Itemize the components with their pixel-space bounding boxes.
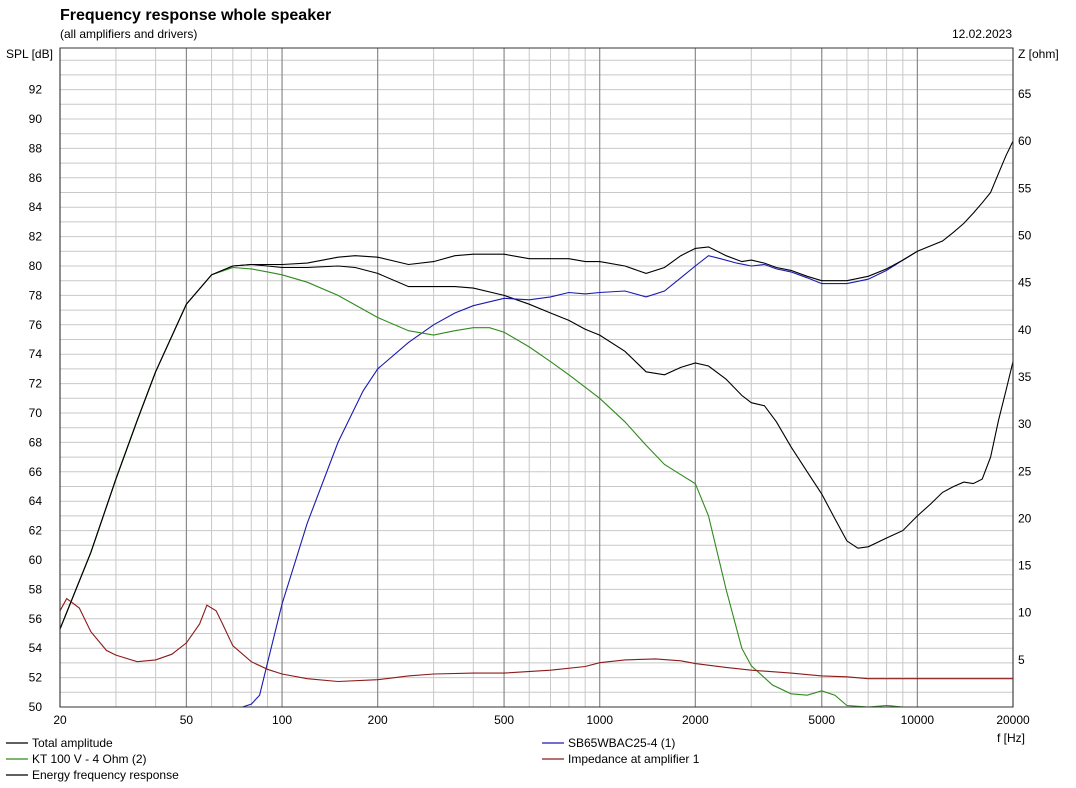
y-tick-label: 54: [29, 641, 43, 655]
y-tick-label: 52: [29, 671, 43, 685]
y2-tick-label: 10: [1018, 606, 1032, 620]
legend-label: Impedance at amplifier 1: [568, 752, 700, 766]
y-tick-label: 74: [29, 347, 43, 361]
x-tick-label: 10000: [901, 713, 935, 727]
y2-tick-label: 45: [1018, 276, 1032, 290]
plot-area-border: [59, 47, 1014, 708]
y-tick-label: 78: [29, 288, 43, 302]
y-tick-label: 72: [29, 377, 43, 391]
y-tick-label: 76: [29, 318, 43, 332]
chart-date: 12.02.2023: [952, 27, 1012, 41]
x-axis-label: f [Hz]: [997, 731, 1025, 745]
y2-tick-label: 50: [1018, 229, 1032, 243]
y-tick-label: 68: [29, 435, 43, 449]
x-tick-label: 5000: [808, 713, 835, 727]
legend-label: KT 100 V - 4 Ohm (2): [32, 752, 147, 766]
y2-tick-label: 5: [1018, 653, 1025, 667]
x-tick-label: 1000: [586, 713, 613, 727]
y-tick-label: 60: [29, 553, 43, 567]
y2-tick-label: 60: [1018, 134, 1032, 148]
y2-tick-label: 15: [1018, 559, 1032, 573]
y-tick-label: 84: [29, 200, 43, 214]
y-tick-label: 92: [29, 83, 43, 97]
legend-label: Energy frequency response: [32, 768, 179, 782]
y-tick-label: 86: [29, 171, 43, 185]
series-line-2: [60, 250, 918, 707]
y-tick-label: 88: [29, 141, 43, 155]
y-tick-label: 62: [29, 524, 43, 538]
y-tick-label: 70: [29, 406, 43, 420]
series-lines: [60, 139, 1013, 707]
y2-tick-label: 20: [1018, 511, 1032, 525]
y2-tick-label: 35: [1018, 370, 1032, 384]
x-tick-label: 50: [180, 713, 194, 727]
series-line-4: [60, 139, 1013, 630]
y2-tick-label: 65: [1018, 87, 1032, 101]
legend: Total amplitude SB65WBAC25-4 (1) KT 100 V …: [6, 736, 700, 782]
x-tick-label: 20: [53, 713, 67, 727]
y-tick-label: 64: [29, 494, 43, 508]
y2-axis-label: Z [ohm]: [1018, 47, 1059, 61]
chart-subtitle: (all amplifiers and drivers): [60, 27, 197, 41]
y-tick-label: 82: [29, 230, 43, 244]
legend-label: SB65WBAC25-4 (1): [568, 736, 675, 750]
legend-label: Total amplitude: [32, 736, 113, 750]
y-tick-label: 50: [29, 700, 43, 714]
y-axis-label: SPL [dB]: [6, 47, 53, 61]
x-tick-label: 100: [272, 713, 292, 727]
y2-tick-label: 55: [1018, 181, 1032, 195]
y-tick-label: 58: [29, 582, 43, 596]
y2-tick-label: 40: [1018, 323, 1032, 337]
y-tick-label: 56: [29, 612, 43, 626]
y2-tick-label: 25: [1018, 464, 1032, 478]
x-tick-label: 20000: [996, 713, 1030, 727]
series-line-1: [60, 263, 1013, 630]
y-tick-label: 66: [29, 465, 43, 479]
x-tick-label: 500: [494, 713, 514, 727]
grid: [59, 48, 1014, 708]
y2-tick-label: 30: [1018, 417, 1032, 431]
series-line-3: [60, 266, 1013, 707]
x-tick-label: 200: [368, 713, 388, 727]
x-tick-label: 2000: [682, 713, 709, 727]
chart-title: Frequency response whole speaker: [60, 7, 331, 24]
series-line-5: [60, 597, 1013, 683]
y-tick-label: 90: [29, 112, 43, 126]
y-tick-label: 80: [29, 259, 43, 273]
tick-labels: 20 50 100 200 500 1000 2000 5000 10000 2000050525…: [29, 83, 1032, 727]
